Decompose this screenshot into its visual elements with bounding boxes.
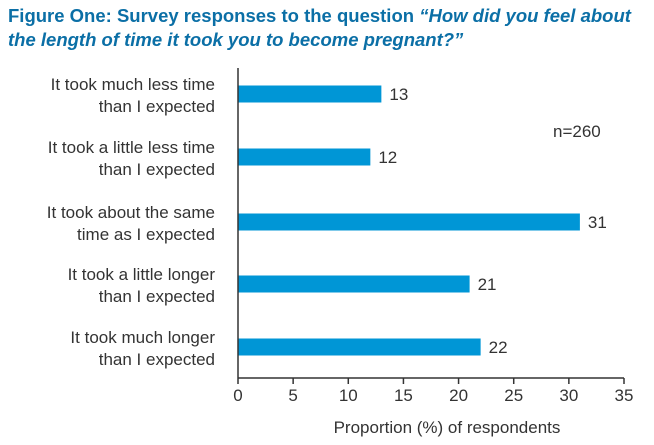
chart-title: Figure One: Survey responses to the ques…	[8, 4, 648, 52]
x-axis-label: Proportion (%) of respondents	[334, 418, 561, 437]
bar	[238, 148, 371, 166]
x-tick-label: 30	[559, 386, 578, 405]
bar	[238, 213, 580, 231]
x-tick-label: 5	[288, 386, 297, 405]
category-label: It took much less time	[51, 75, 215, 94]
x-tick-label: 35	[615, 386, 634, 405]
data-label: 31	[588, 213, 607, 232]
chart-title-question: “How did you feel about the length of ti…	[8, 5, 631, 50]
x-tick-label: 15	[394, 386, 413, 405]
category-label: It took much longer	[70, 328, 215, 347]
bar	[238, 275, 470, 293]
data-label: 13	[389, 85, 408, 104]
x-tick-label: 20	[449, 386, 468, 405]
x-tick-label: 10	[339, 386, 358, 405]
data-label: 12	[378, 148, 397, 167]
category-label: than I expected	[99, 160, 215, 179]
bar	[238, 85, 382, 103]
data-label: 22	[489, 338, 508, 357]
x-tick-label: 25	[504, 386, 523, 405]
category-label: It took a little less time	[48, 138, 215, 157]
category-label: than I expected	[99, 350, 215, 369]
category-label: time as I expected	[77, 225, 215, 244]
category-label: It took a little longer	[68, 265, 216, 284]
category-label: than I expected	[99, 287, 215, 306]
x-tick-label: 0	[233, 386, 242, 405]
category-label: than I expected	[99, 97, 215, 116]
chart-title-prefix: Figure One: Survey responses to the ques…	[8, 5, 420, 26]
bar	[238, 338, 481, 356]
category-label: It took about the same	[47, 203, 215, 222]
data-label: 21	[478, 275, 497, 294]
sample-size-annotation: n=260	[553, 122, 601, 141]
